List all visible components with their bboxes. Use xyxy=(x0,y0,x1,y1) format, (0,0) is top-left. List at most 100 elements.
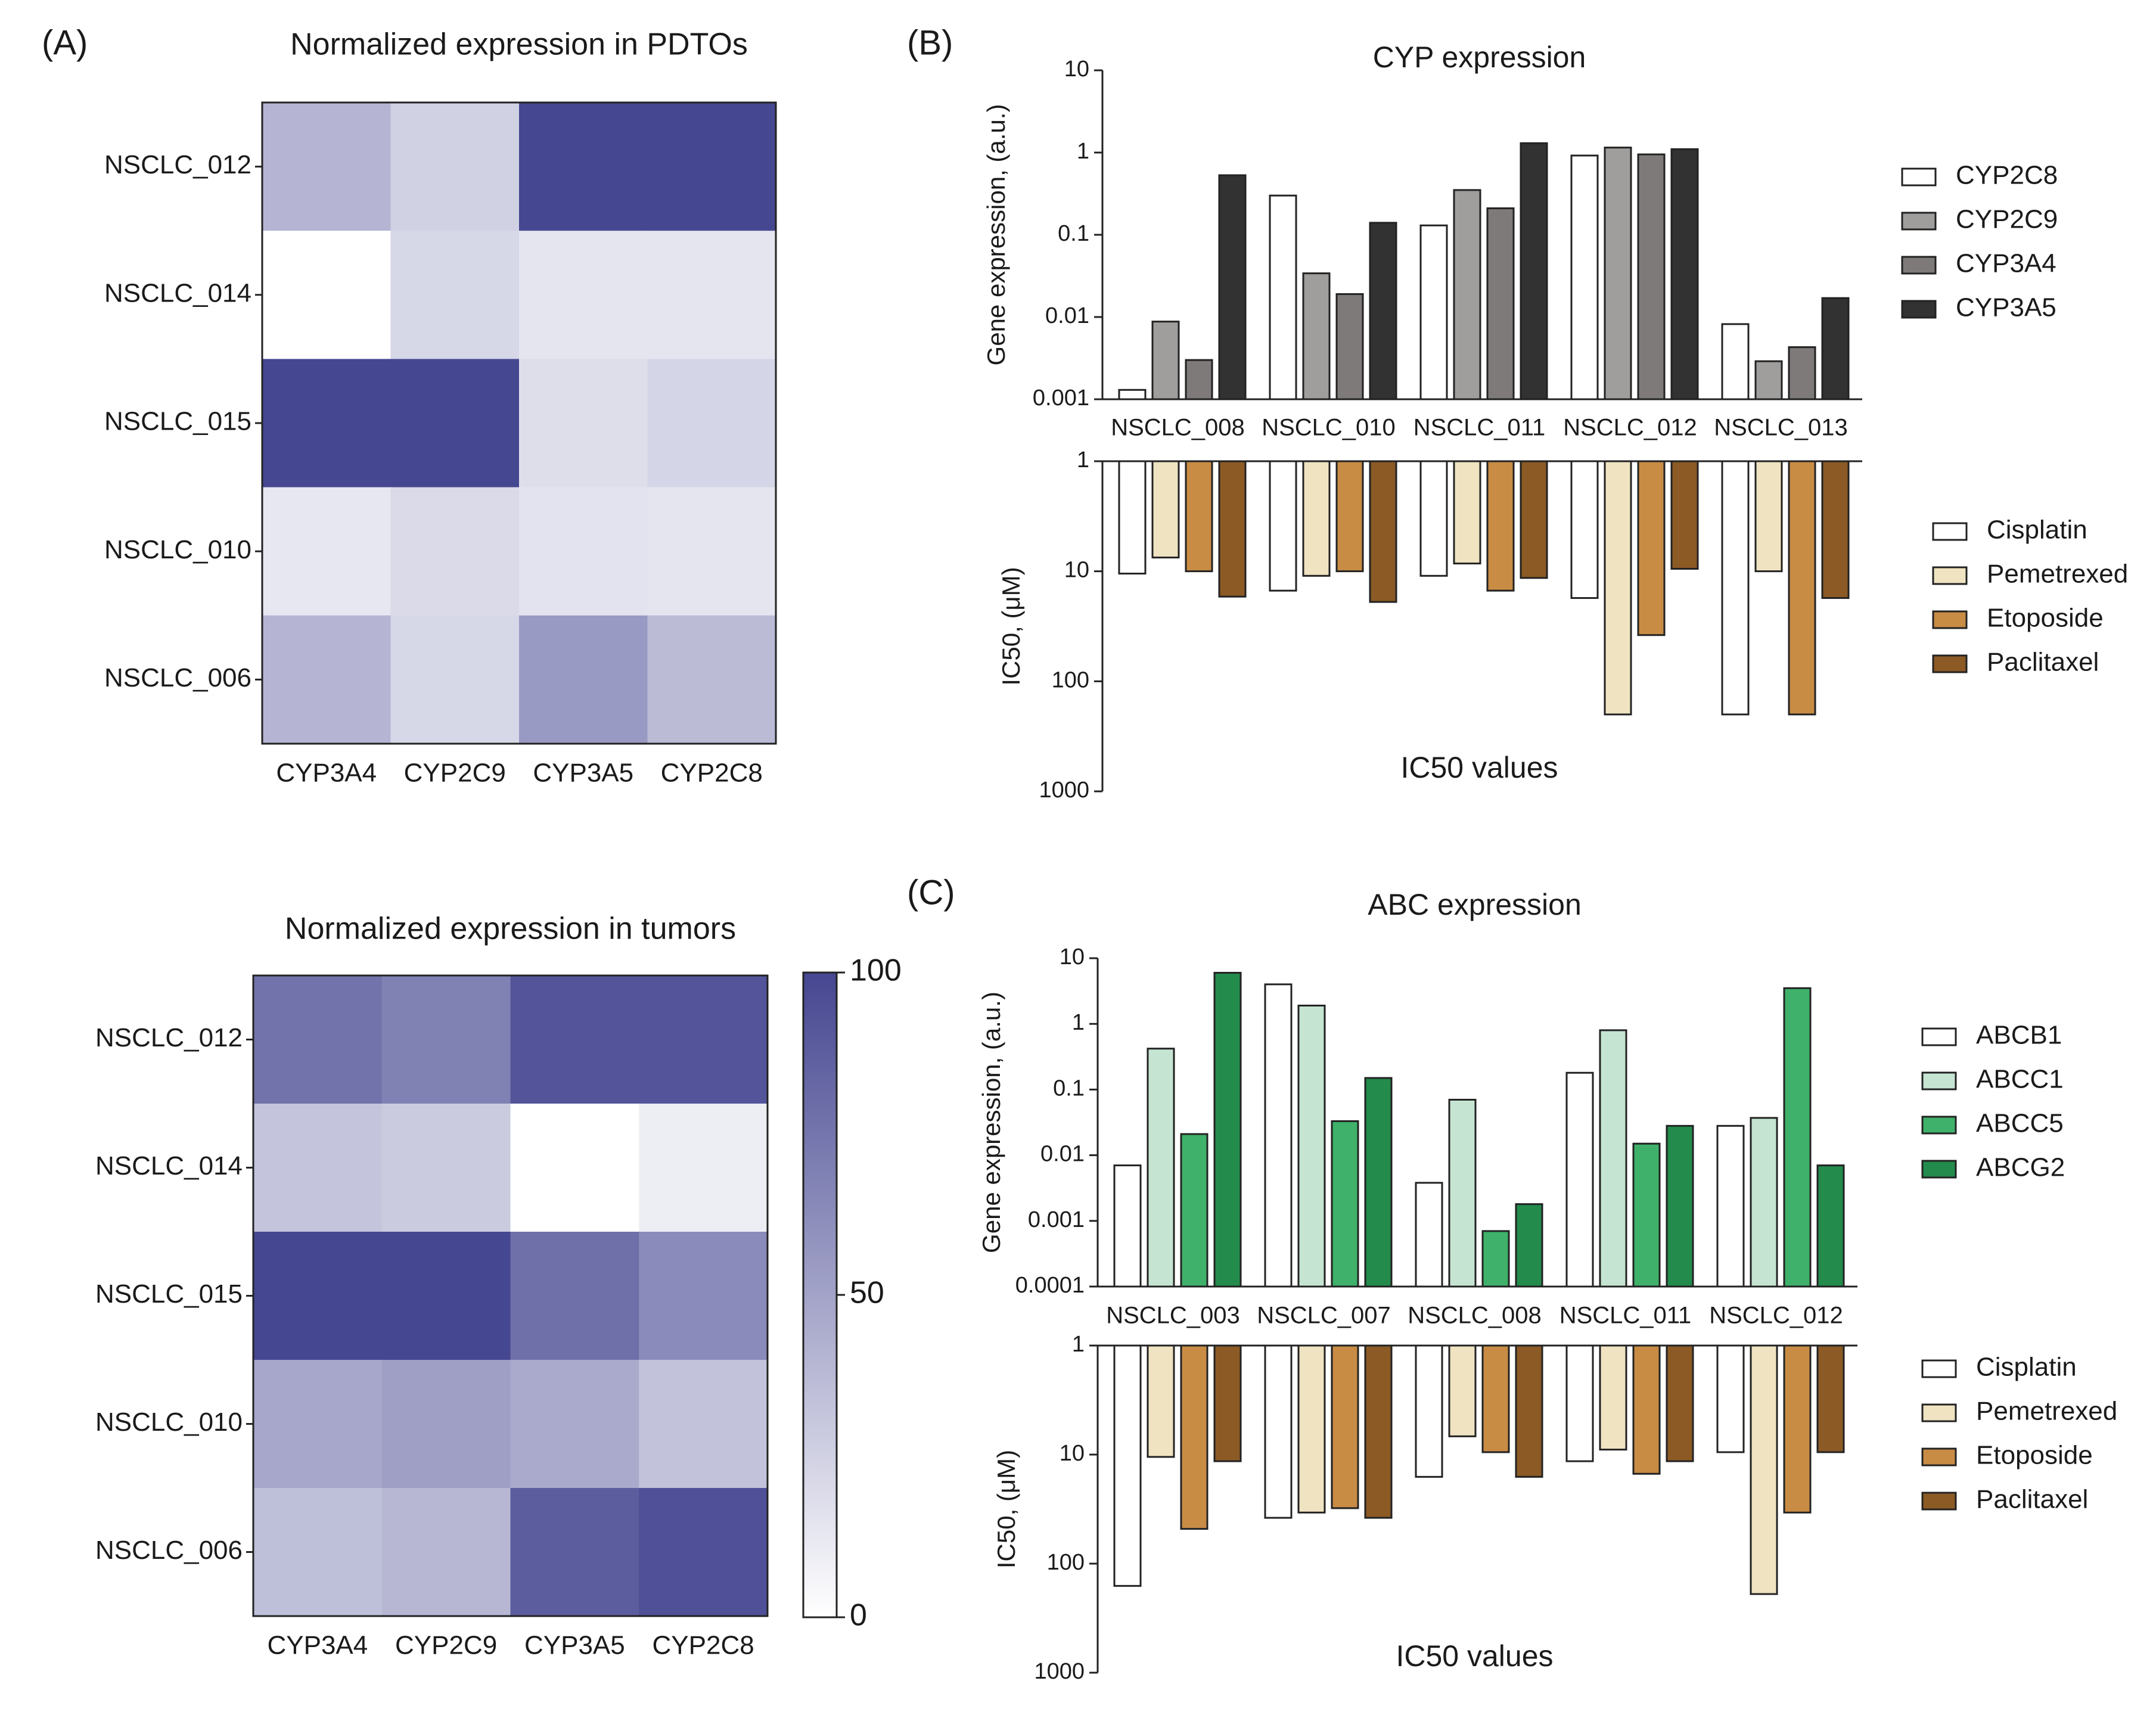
heatmap-cell-nsclc-010-cyp3a5 xyxy=(519,487,648,616)
ic50-bar-paclitaxel-nsclc-013 xyxy=(1821,460,1850,599)
heatmap-cell-nsclc-014-cyp2c8 xyxy=(639,1104,768,1232)
legend-label-abcc1: ABCC1 xyxy=(1976,1065,2064,1094)
heatmap-cell-nsclc-015-cyp3a4 xyxy=(262,359,392,488)
y-tick-label: 10 xyxy=(1064,558,1089,583)
bar-abcc1-nsclc-012 xyxy=(1750,1117,1778,1288)
y-tick-label: 1 xyxy=(1077,448,1089,473)
bar-abcb1-nsclc-007 xyxy=(1264,983,1293,1288)
ic50-bar-cisplatin-nsclc-012 xyxy=(1716,1344,1745,1453)
column-label: CYP2C8 xyxy=(661,759,763,788)
bar-abcg2-nsclc-011 xyxy=(1666,1124,1694,1288)
y-tick-label: 100 xyxy=(1047,1550,1085,1575)
bar-cyp3a4-nsclc-011 xyxy=(1486,207,1515,400)
heatmap-cell-nsclc-015-cyp2c9 xyxy=(390,359,520,488)
category-label: NSCLC_013 xyxy=(1714,415,1848,441)
ic50-bar-pemetrexed-nsclc-008 xyxy=(1448,1344,1477,1437)
ic50-bar-pemetrexed-nsclc-012 xyxy=(1750,1344,1778,1595)
heatmap-cell-nsclc-006-cyp2c9 xyxy=(390,615,520,744)
column-label: CYP3A4 xyxy=(276,759,377,788)
ic50-bar-pemetrexed-nsclc-012 xyxy=(1604,460,1632,716)
heatmap-cell-nsclc-014-cyp3a4 xyxy=(262,231,392,359)
legend-swatch-cisplatin xyxy=(1932,522,1968,541)
ic50-bar-etoposide-nsclc-012 xyxy=(1637,460,1666,636)
category-label: NSCLC_008 xyxy=(1408,1303,1542,1329)
legend-swatch-abcc1 xyxy=(1921,1071,1957,1090)
heatmap-cell-nsclc-012-cyp2c8 xyxy=(639,975,768,1104)
heatmap-cell-nsclc-012-cyp2c8 xyxy=(647,102,776,231)
legend-label-cyp3a5: CYP3A5 xyxy=(1956,293,2056,322)
heatmap-cell-nsclc-010-cyp3a5 xyxy=(510,1360,639,1489)
bar-abcb1-nsclc-003 xyxy=(1113,1164,1142,1288)
y-axis-label: IC50, (μM) xyxy=(992,1450,1020,1568)
row-label: NSCLC_010 xyxy=(95,1408,243,1437)
y-tick-label: 1000 xyxy=(1034,1659,1085,1684)
legend-swatch-cyp3a4 xyxy=(1901,256,1937,275)
ic50-bar-etoposide-nsclc-011 xyxy=(1486,460,1515,592)
ic50-bar-cisplatin-nsclc-012 xyxy=(1570,460,1599,599)
ic50-bar-cisplatin-nsclc-003 xyxy=(1113,1344,1142,1587)
legend-label-pemetrexed: Pemetrexed xyxy=(1976,1397,2117,1426)
bar-cyp2c8-nsclc-012 xyxy=(1570,154,1599,400)
bar-cyp2c9-nsclc-012 xyxy=(1604,147,1632,400)
y-tick-label: 0.1 xyxy=(1058,221,1089,246)
heatmap-cell-nsclc-015-cyp2c9 xyxy=(381,1232,511,1360)
legend-label-etoposide: Etoposide xyxy=(1976,1441,2093,1470)
legend-label-etoposide: Etoposide xyxy=(1987,604,2104,633)
heatmap-cell-nsclc-010-cyp2c9 xyxy=(390,487,520,616)
heatmap-cell-nsclc-010-cyp3a4 xyxy=(262,487,392,616)
heatmap-cell-nsclc-012-cyp3a4 xyxy=(253,975,383,1104)
heatmap-cell-nsclc-006-cyp2c8 xyxy=(647,615,776,744)
heatmap-cell-nsclc-012-cyp3a5 xyxy=(519,102,648,231)
legend-swatch-abcc5 xyxy=(1921,1116,1957,1135)
heatmap-cell-nsclc-014-cyp2c8 xyxy=(647,231,776,359)
bar-cyp3a4-nsclc-013 xyxy=(1788,346,1816,400)
ic50-bar-etoposide-nsclc-008 xyxy=(1481,1344,1510,1453)
y-tick-label: 1000 xyxy=(1039,778,1089,803)
heatmap-cell-nsclc-015-cyp3a5 xyxy=(510,1232,639,1360)
heatmap-cell-nsclc-012-cyp2c9 xyxy=(381,975,511,1104)
heatmap-cell-nsclc-006-cyp3a4 xyxy=(253,1488,383,1617)
ic50-bar-pemetrexed-nsclc-011 xyxy=(1453,460,1481,565)
bar-cyp3a4-nsclc-012 xyxy=(1637,153,1666,400)
legend-swatch-paclitaxel xyxy=(1921,1492,1957,1511)
bar-cyp3a5-nsclc-012 xyxy=(1670,148,1699,400)
y-tick-label: 0.001 xyxy=(1028,1207,1085,1232)
bar-abcb1-nsclc-012 xyxy=(1716,1124,1745,1288)
column-label: CYP3A4 xyxy=(267,1631,368,1660)
column-label: CYP2C9 xyxy=(404,759,506,788)
ic50-bar-paclitaxel-nsclc-008 xyxy=(1515,1344,1543,1478)
cyp-expression-chart: (B) CYP expression Gene expression, (a.u.)… xyxy=(907,23,2058,440)
ic50-bar-pemetrexed-nsclc-011 xyxy=(1599,1344,1627,1451)
ic50-bar-etoposide-nsclc-007 xyxy=(1331,1344,1359,1509)
bar-abcc5-nsclc-007 xyxy=(1331,1120,1359,1288)
legend-label-paclitaxel: Paclitaxel xyxy=(1976,1485,2088,1514)
heatmap-cell-nsclc-014-cyp2c9 xyxy=(390,231,520,359)
heatmap-cell-nsclc-014-cyp3a5 xyxy=(519,231,648,359)
legend-swatch-etoposide xyxy=(1932,610,1968,629)
ic50-bar-cisplatin-nsclc-013 xyxy=(1721,460,1750,716)
column-label: CYP2C8 xyxy=(653,1631,754,1660)
heatmap-cell-nsclc-006-cyp2c8 xyxy=(639,1488,768,1617)
y-tick-label: 0.001 xyxy=(1033,386,1089,411)
heatmap-cell-nsclc-015-cyp2c8 xyxy=(639,1232,768,1360)
ic50-bar-cisplatin-nsclc-007 xyxy=(1264,1344,1293,1519)
heatmap-cell-nsclc-014-cyp3a5 xyxy=(510,1104,639,1232)
bar-abcc5-nsclc-012 xyxy=(1783,987,1812,1288)
legend-label-abcc5: ABCC5 xyxy=(1976,1109,2064,1138)
row-label: NSCLC_006 xyxy=(95,1536,243,1565)
ic50-bar-etoposide-nsclc-011 xyxy=(1632,1344,1661,1475)
ic50-bar-etoposide-nsclc-013 xyxy=(1788,460,1816,716)
ic50-bar-etoposide-nsclc-010 xyxy=(1335,460,1364,573)
legend-swatch-cyp3a5 xyxy=(1901,300,1937,319)
column-label: CYP3A5 xyxy=(524,1631,625,1660)
bar-abcg2-nsclc-007 xyxy=(1364,1077,1393,1288)
bar-cyp2c9-nsclc-013 xyxy=(1754,360,1783,400)
ic50-chart-b: IC50 values IC50, (μM) 1 10 100 1000 Cisplatin… xyxy=(997,448,2128,803)
y-tick-label: 100 xyxy=(1052,667,1089,692)
legend-swatch-paclitaxel xyxy=(1932,654,1968,673)
y-tick-label: 0.0001 xyxy=(1015,1273,1085,1298)
colorbar-tick-label: 0 xyxy=(850,1598,867,1633)
y-axis-label: IC50, (μM) xyxy=(997,567,1025,685)
heatmap-cell-nsclc-006-cyp3a5 xyxy=(519,615,648,744)
heatmap-cell-nsclc-014-cyp2c9 xyxy=(381,1104,511,1232)
